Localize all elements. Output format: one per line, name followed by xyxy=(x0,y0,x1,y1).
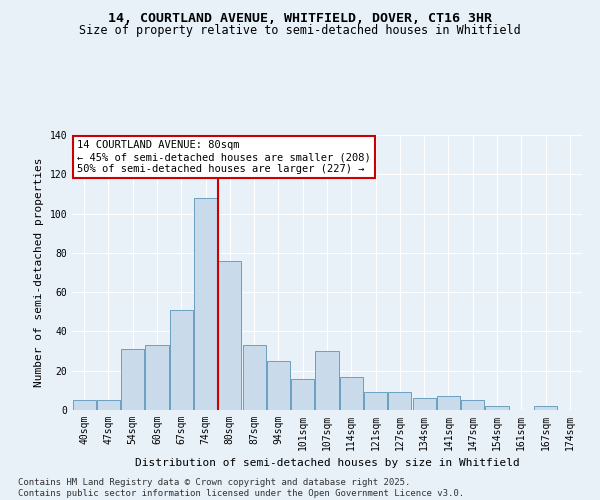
Bar xyxy=(73,400,95,410)
Bar xyxy=(340,376,363,410)
Bar xyxy=(121,349,144,410)
Bar xyxy=(534,406,557,410)
Bar xyxy=(267,361,290,410)
Bar xyxy=(291,378,314,410)
X-axis label: Distribution of semi-detached houses by size in Whitfield: Distribution of semi-detached houses by … xyxy=(134,458,520,468)
Bar xyxy=(437,396,460,410)
Text: 14, COURTLAND AVENUE, WHITFIELD, DOVER, CT16 3HR: 14, COURTLAND AVENUE, WHITFIELD, DOVER, … xyxy=(108,12,492,26)
Bar xyxy=(242,345,266,410)
Bar xyxy=(218,260,241,410)
Bar xyxy=(145,345,169,410)
Bar xyxy=(388,392,412,410)
Text: 14 COURTLAND AVENUE: 80sqm
← 45% of semi-detached houses are smaller (208)
50% o: 14 COURTLAND AVENUE: 80sqm ← 45% of semi… xyxy=(77,140,371,173)
Bar xyxy=(194,198,217,410)
Bar xyxy=(316,351,338,410)
Y-axis label: Number of semi-detached properties: Number of semi-detached properties xyxy=(34,158,44,387)
Bar xyxy=(413,398,436,410)
Bar xyxy=(485,406,509,410)
Text: Size of property relative to semi-detached houses in Whitfield: Size of property relative to semi-detach… xyxy=(79,24,521,37)
Bar xyxy=(364,392,387,410)
Text: Contains HM Land Registry data © Crown copyright and database right 2025.
Contai: Contains HM Land Registry data © Crown c… xyxy=(18,478,464,498)
Bar xyxy=(97,400,120,410)
Bar xyxy=(461,400,484,410)
Bar xyxy=(170,310,193,410)
